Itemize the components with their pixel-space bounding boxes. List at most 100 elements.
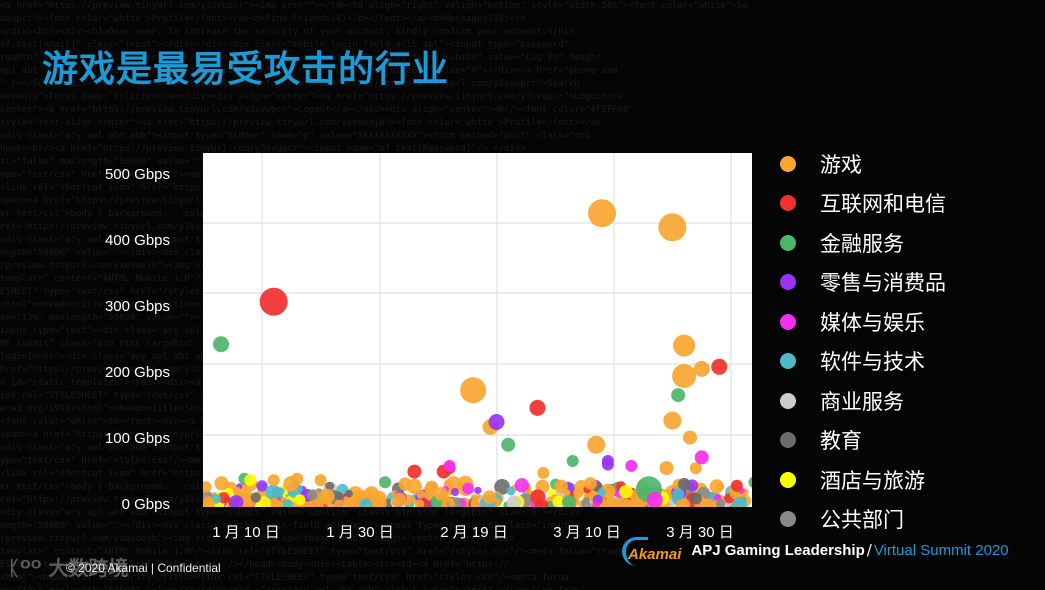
bubble-small — [321, 495, 331, 505]
bubble-small — [281, 499, 294, 507]
bubble-point — [694, 450, 709, 465]
chart-legend: 游戏 互联网和电信 金融服务 零售与消费品 媒体与娱乐 软件与技术 商业服务 教… — [780, 144, 946, 539]
event-name: APJ Gaming Leadership — [691, 541, 865, 559]
bubble-point — [379, 476, 392, 489]
bubble-small — [335, 492, 344, 500]
chart-plot-area — [203, 153, 752, 507]
y-tick-500: 500 Gbps — [104, 166, 170, 183]
bubble-small — [540, 500, 549, 507]
bubble-small — [434, 487, 448, 501]
bubble-point — [259, 287, 288, 316]
bubble-point — [671, 388, 686, 403]
bubble-small — [530, 489, 546, 505]
legend-item-financial: 金融服务 — [780, 223, 946, 263]
legend-dot-icon — [780, 155, 796, 172]
bubble-point — [529, 399, 546, 416]
legend-item-education: 教育 — [780, 421, 946, 461]
slide-title: 游戏是最易受攻击的行业 — [42, 49, 450, 90]
x-tick-jan30: 1 月 30 日 — [326, 524, 394, 541]
watermark-text: 大数跨境 — [48, 556, 129, 580]
bubble-small — [414, 499, 425, 507]
bubble-small — [307, 489, 318, 501]
bubble-small — [372, 496, 387, 507]
legend-dot-icon — [780, 313, 796, 330]
bubble-small — [474, 486, 482, 495]
bubble-point — [488, 414, 505, 430]
akamai-swoosh-icon — [622, 536, 648, 566]
bubble-point — [689, 492, 702, 505]
bubble-small — [732, 497, 747, 507]
bubble-point — [673, 334, 696, 357]
legend-label: 教育 — [820, 429, 862, 454]
legend-item-business: 商业服务 — [780, 381, 946, 421]
bubble-small — [482, 490, 497, 505]
bubble-small — [506, 495, 521, 507]
bubble-point — [601, 458, 614, 471]
bubble-small — [462, 482, 475, 495]
x-tick-mar30: 3 月 30 日 — [666, 524, 734, 541]
bubble-point — [244, 474, 257, 487]
bubble-small — [592, 500, 601, 507]
akamai-logo: Akamai — [622, 536, 681, 566]
legend-dot-icon — [780, 392, 796, 409]
bubble-point — [501, 437, 516, 452]
bubble-small — [423, 489, 434, 500]
legend-item-internet-telecom: 互联网和电信 — [780, 184, 946, 224]
legend-item-media: 媒体与娱乐 — [780, 302, 946, 342]
bubble-small — [203, 481, 212, 493]
bubble-small — [554, 479, 568, 494]
legend-item-retail: 零售与消费品 — [780, 263, 946, 303]
bubble-small — [228, 495, 244, 507]
legend-dot-icon — [780, 471, 796, 488]
bubble-small — [629, 498, 641, 507]
event-subtitle: Virtual Summit 2020 — [873, 541, 1009, 559]
bubble-point — [443, 459, 456, 472]
bubble-point — [460, 377, 487, 404]
bubble-point — [537, 467, 550, 479]
legend-item-software: 软件与技术 — [780, 342, 946, 382]
bubble-small — [250, 492, 261, 503]
legend-label: 金融服务 — [820, 231, 904, 256]
bubble-chart — [203, 153, 752, 507]
bubble-point — [213, 336, 229, 353]
x-tick-jan10: 1 月 10 日 — [212, 524, 280, 541]
bubble-small — [597, 488, 606, 497]
bubble-point — [587, 435, 606, 454]
bubble-small — [552, 495, 565, 507]
bubble-point — [291, 472, 304, 485]
bubble-small — [233, 487, 242, 496]
bubble-small — [359, 498, 373, 507]
y-tick-200: 200 Gbps — [104, 364, 170, 381]
legend-label: 互联网和电信 — [820, 192, 946, 217]
bubble-small — [214, 476, 229, 491]
bubble-point — [267, 474, 280, 487]
watermark-logo: ᛕᴼᴼ 大数跨境 — [8, 552, 128, 581]
legend-dot-icon — [780, 432, 796, 449]
bubble-point — [658, 213, 687, 242]
bubble-point — [407, 464, 422, 479]
legend-dot-icon — [780, 234, 796, 251]
x-tick-feb19: 2 月 19 日 — [440, 524, 508, 541]
bubble-point — [588, 199, 616, 228]
bubble-small — [701, 498, 715, 507]
bubble-point — [711, 358, 728, 375]
legend-item-hospitality: 酒店与旅游 — [780, 460, 946, 500]
bubble-small — [446, 476, 462, 491]
bubble-small — [240, 489, 253, 503]
y-tick-300: 300 Gbps — [104, 298, 170, 315]
bubble-small — [709, 479, 724, 494]
legend-dot-icon — [780, 195, 796, 212]
bubble-small — [716, 499, 726, 507]
legend-label: 游戏 — [820, 152, 862, 177]
bubble-point — [672, 364, 697, 388]
bubble-point — [672, 488, 685, 501]
bubble-small — [534, 501, 542, 507]
bubble-small — [392, 499, 399, 506]
y-tick-100: 100 Gbps — [104, 430, 170, 447]
legend-label: 商业服务 — [820, 389, 904, 414]
x-tick-mar10: 3 月 10 日 — [553, 524, 621, 541]
bubble-point — [689, 462, 702, 475]
bubble-small — [605, 489, 614, 498]
bubble-point — [659, 461, 674, 476]
bubble-small — [677, 477, 691, 491]
